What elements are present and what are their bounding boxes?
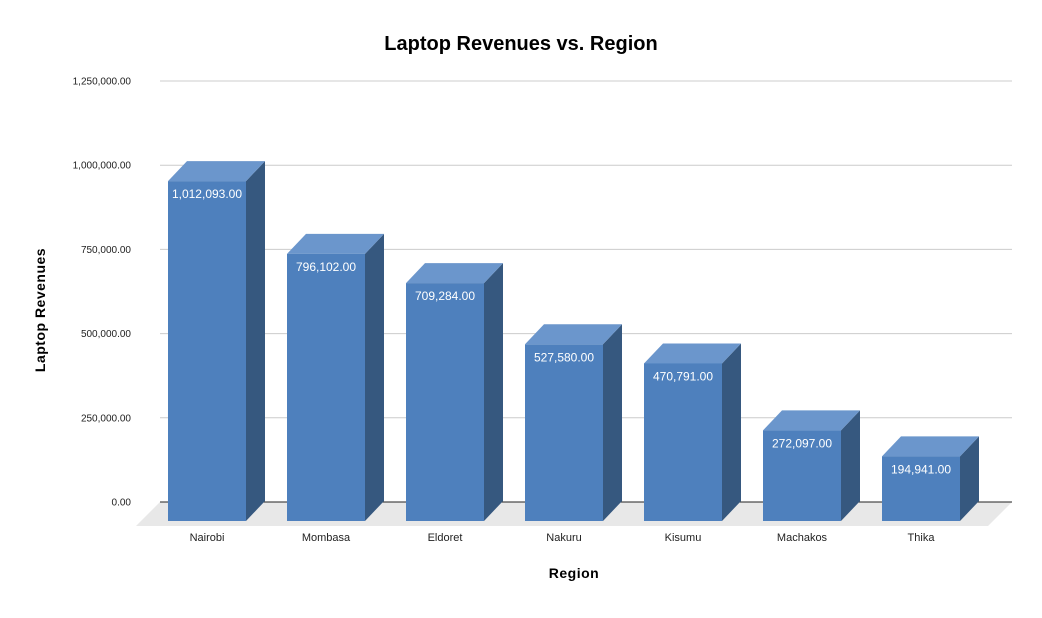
y-tick-label: 1,250,000.00	[73, 77, 132, 88]
bar-top-face	[168, 161, 265, 182]
bar-top-face	[287, 233, 384, 254]
bar-top-face	[763, 410, 860, 431]
bar-side-face	[365, 233, 384, 521]
bar-side-face	[841, 410, 860, 521]
x-tick-label: Machakos	[777, 532, 828, 544]
bar-layer	[168, 161, 979, 521]
y-tick-label: 1,000,000.00	[73, 161, 132, 172]
bar-front-face	[882, 456, 960, 521]
bar-top-face	[525, 324, 622, 345]
bar-side-face	[960, 436, 979, 521]
y-axis-title: Laptop Revenues	[32, 248, 48, 372]
x-tick-label: Nakuru	[546, 532, 581, 544]
bar-machakos	[763, 410, 860, 521]
bar-front-face	[644, 363, 722, 521]
bar-front-face	[525, 344, 603, 521]
bar-eldoret	[406, 263, 503, 521]
bar-nairobi	[168, 161, 265, 521]
data-label: 1,012,093.00	[172, 187, 242, 201]
data-label: 470,791.00	[653, 369, 713, 383]
data-label: 796,102.00	[296, 260, 356, 274]
label-layer: 1,012,093.00 Nairobi 796,102.00 Mombasa 709,…	[172, 187, 951, 544]
x-tick-label: Thika	[908, 532, 936, 544]
y-tick-label: 250,000.00	[81, 413, 131, 424]
y-tick-label: 0.00	[112, 498, 132, 509]
y-tick-label: 750,000.00	[81, 245, 131, 256]
bar-thika	[882, 436, 979, 521]
y-tick-label: 500,000.00	[81, 329, 131, 340]
bar-top-face	[644, 343, 741, 364]
x-axis-title: Region	[549, 565, 599, 581]
x-tick-label: Kisumu	[665, 532, 702, 544]
bar-mombasa	[287, 233, 384, 521]
data-label: 709,284.00	[415, 289, 475, 303]
data-label: 527,580.00	[534, 350, 594, 364]
chart-title: Laptop Revenues vs. Region	[384, 33, 657, 55]
bar-front-face	[287, 253, 365, 521]
x-tick-label: Eldoret	[428, 532, 463, 544]
bar-side-face	[603, 324, 622, 521]
bar-front-face	[168, 181, 246, 521]
bar-front-face	[763, 430, 841, 521]
bar-kisumu	[644, 343, 741, 521]
bar-top-face	[882, 436, 979, 457]
bar-side-face	[484, 263, 503, 521]
data-label: 272,097.00	[772, 436, 832, 450]
bar-side-face	[246, 161, 265, 521]
x-tick-label: Mombasa	[302, 532, 351, 544]
bar-front-face	[406, 283, 484, 521]
data-label: 194,941.00	[891, 462, 951, 476]
bar-nakuru	[525, 324, 622, 521]
bar-top-face	[406, 263, 503, 284]
bar-side-face	[722, 343, 741, 521]
x-tick-label: Nairobi	[190, 532, 225, 544]
